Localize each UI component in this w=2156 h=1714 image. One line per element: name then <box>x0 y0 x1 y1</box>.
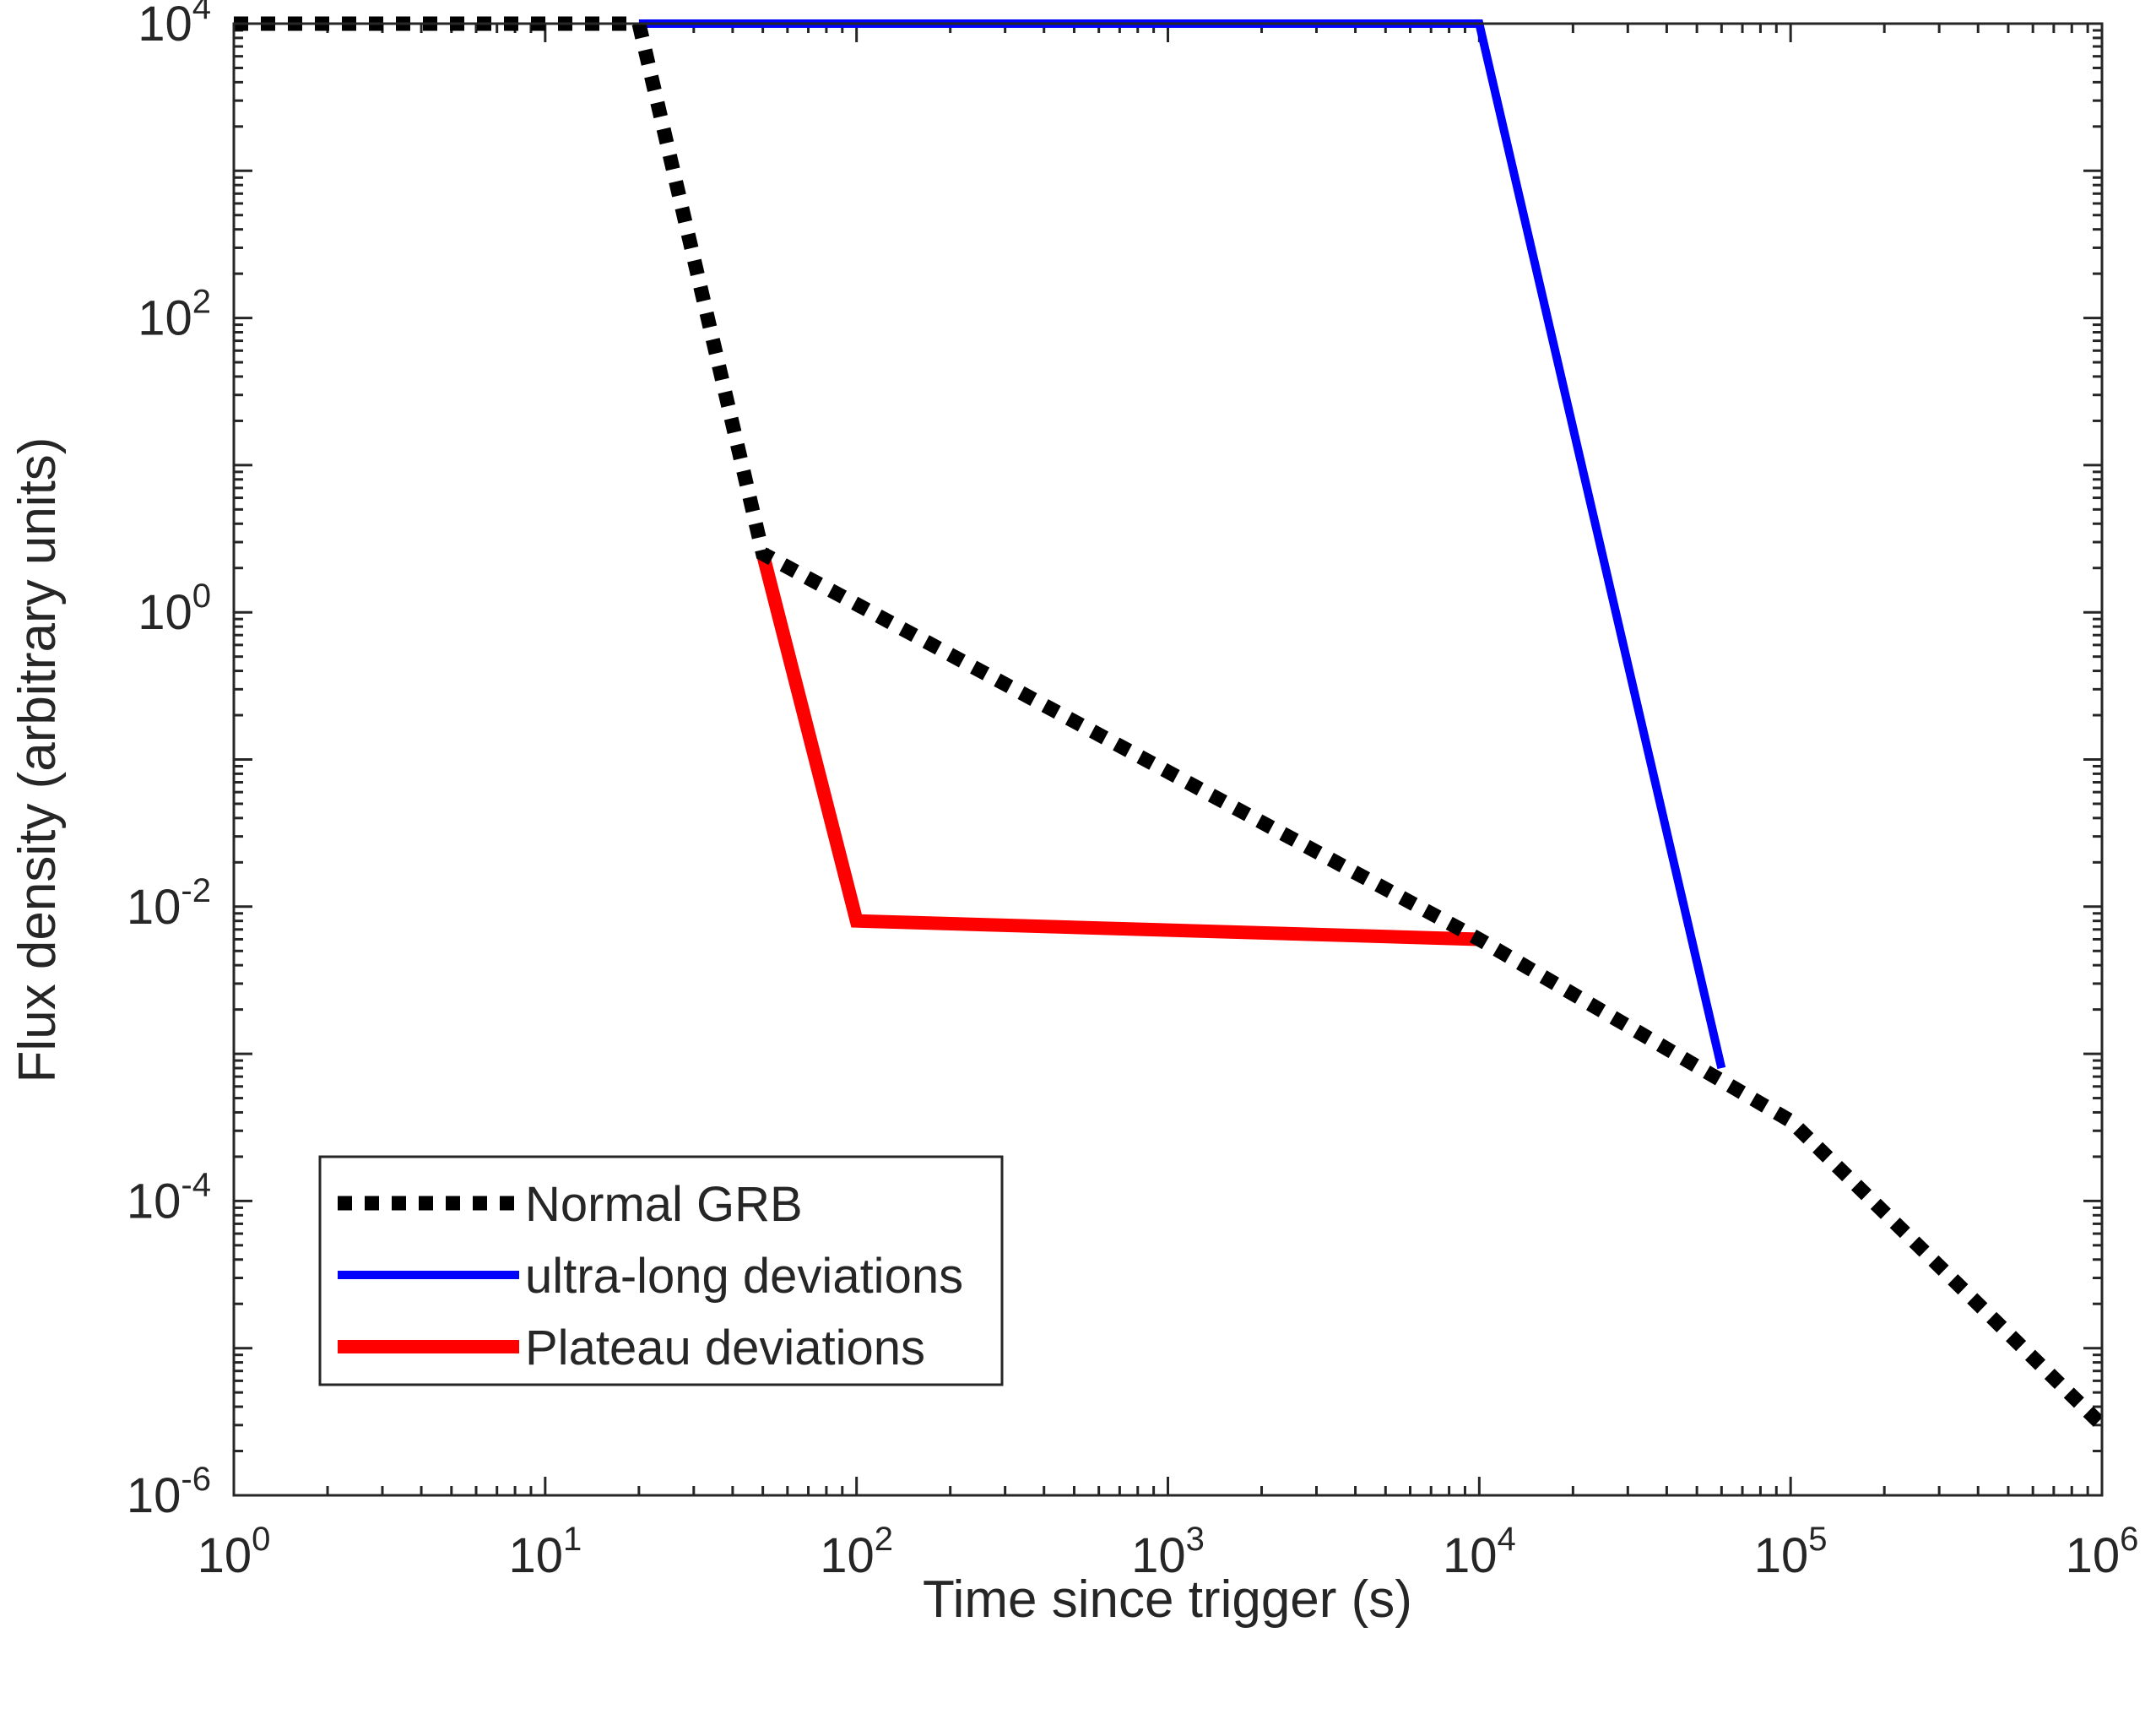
y-axis-label: Flux density (arbitrary units) <box>8 437 67 1083</box>
y-tick-label: 10-2 <box>127 872 211 935</box>
legend-label: Plateau deviations <box>525 1321 925 1375</box>
y-tick-label: 10-6 <box>127 1461 211 1523</box>
x-tick-label: 101 <box>508 1521 582 1583</box>
legend: Normal GRB ultra-long deviations Plateau d… <box>318 1155 1004 1386</box>
plot-frame <box>232 22 2104 1497</box>
x-tick-label: 100 <box>198 1521 271 1583</box>
y-tick-label: 10-4 <box>127 1166 211 1229</box>
y-tick-label: 100 <box>138 578 211 640</box>
x-tick-label: 106 <box>2066 1521 2139 1583</box>
y-tick-label: 104 <box>138 0 211 52</box>
legend-entries: Normal GRB ultra-long deviations Plateau d… <box>338 1177 963 1375</box>
y-tick-labels: 10-6 10-4 10-2 100 102 104 <box>127 0 211 1523</box>
y-tick-label: 102 <box>138 284 211 346</box>
x-axis-label: Time since trigger (s) <box>923 1570 1412 1629</box>
legend-label: Normal GRB <box>525 1177 803 1232</box>
x-tick-label: 102 <box>820 1521 893 1583</box>
x-tick-label: 104 <box>1443 1521 1516 1583</box>
x-tick-label: 105 <box>1754 1521 1828 1583</box>
x-tick-labels: 100 101 102 103 104 105 106 <box>198 1521 2139 1583</box>
minor-ticks <box>234 24 2102 1495</box>
legend-label: ultra-long deviations <box>525 1249 963 1304</box>
x-tick-label: 103 <box>1131 1521 1205 1583</box>
series-line <box>756 551 1480 946</box>
